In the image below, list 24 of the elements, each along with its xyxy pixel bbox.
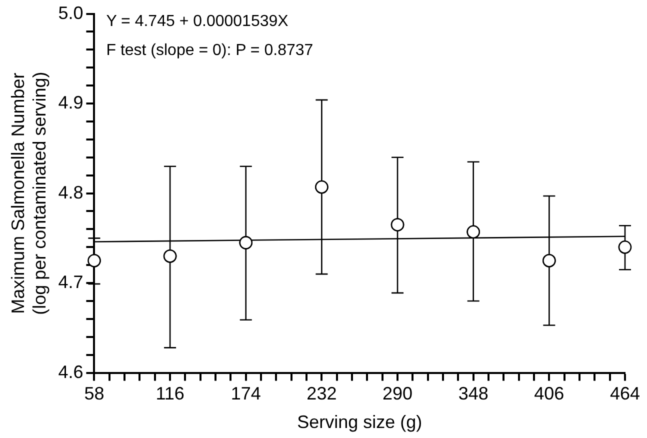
point (390, 218, 404, 232)
point (618, 240, 632, 254)
point (315, 180, 328, 194)
point (239, 236, 253, 250)
y-tick-label: 5.0 (58, 2, 84, 23)
annotation: Y = 4.745 + 0.00001539X (106, 13, 289, 30)
y-tick-label: 4.7 (58, 272, 84, 292)
y-tick-label: 4.6 (58, 362, 84, 382)
x-tick-label: 116 (156, 384, 184, 404)
x-tick-label: 290 (382, 384, 413, 404)
y-axis-title: Maximum Salmonella Number (log per contaminated serving) (8, 72, 50, 315)
x-tick-label: 348 (458, 384, 488, 404)
y-tick-label: 4.9 (58, 92, 84, 113)
x-axis-title: Serving size (g) (297, 412, 422, 432)
point (163, 249, 177, 263)
x-tick-label: 174 (230, 384, 261, 404)
annotation: F test (slope = 0): P = 0.8737 (106, 42, 314, 60)
point (466, 225, 480, 239)
x-tick-label: 58 (84, 384, 104, 404)
y-tick-label: 4.8 (58, 182, 84, 202)
point (542, 254, 556, 268)
x-tick-label: 232 (306, 384, 337, 404)
x-tick-label: 406 (534, 384, 564, 404)
x-tick-label: 464 (610, 384, 640, 404)
